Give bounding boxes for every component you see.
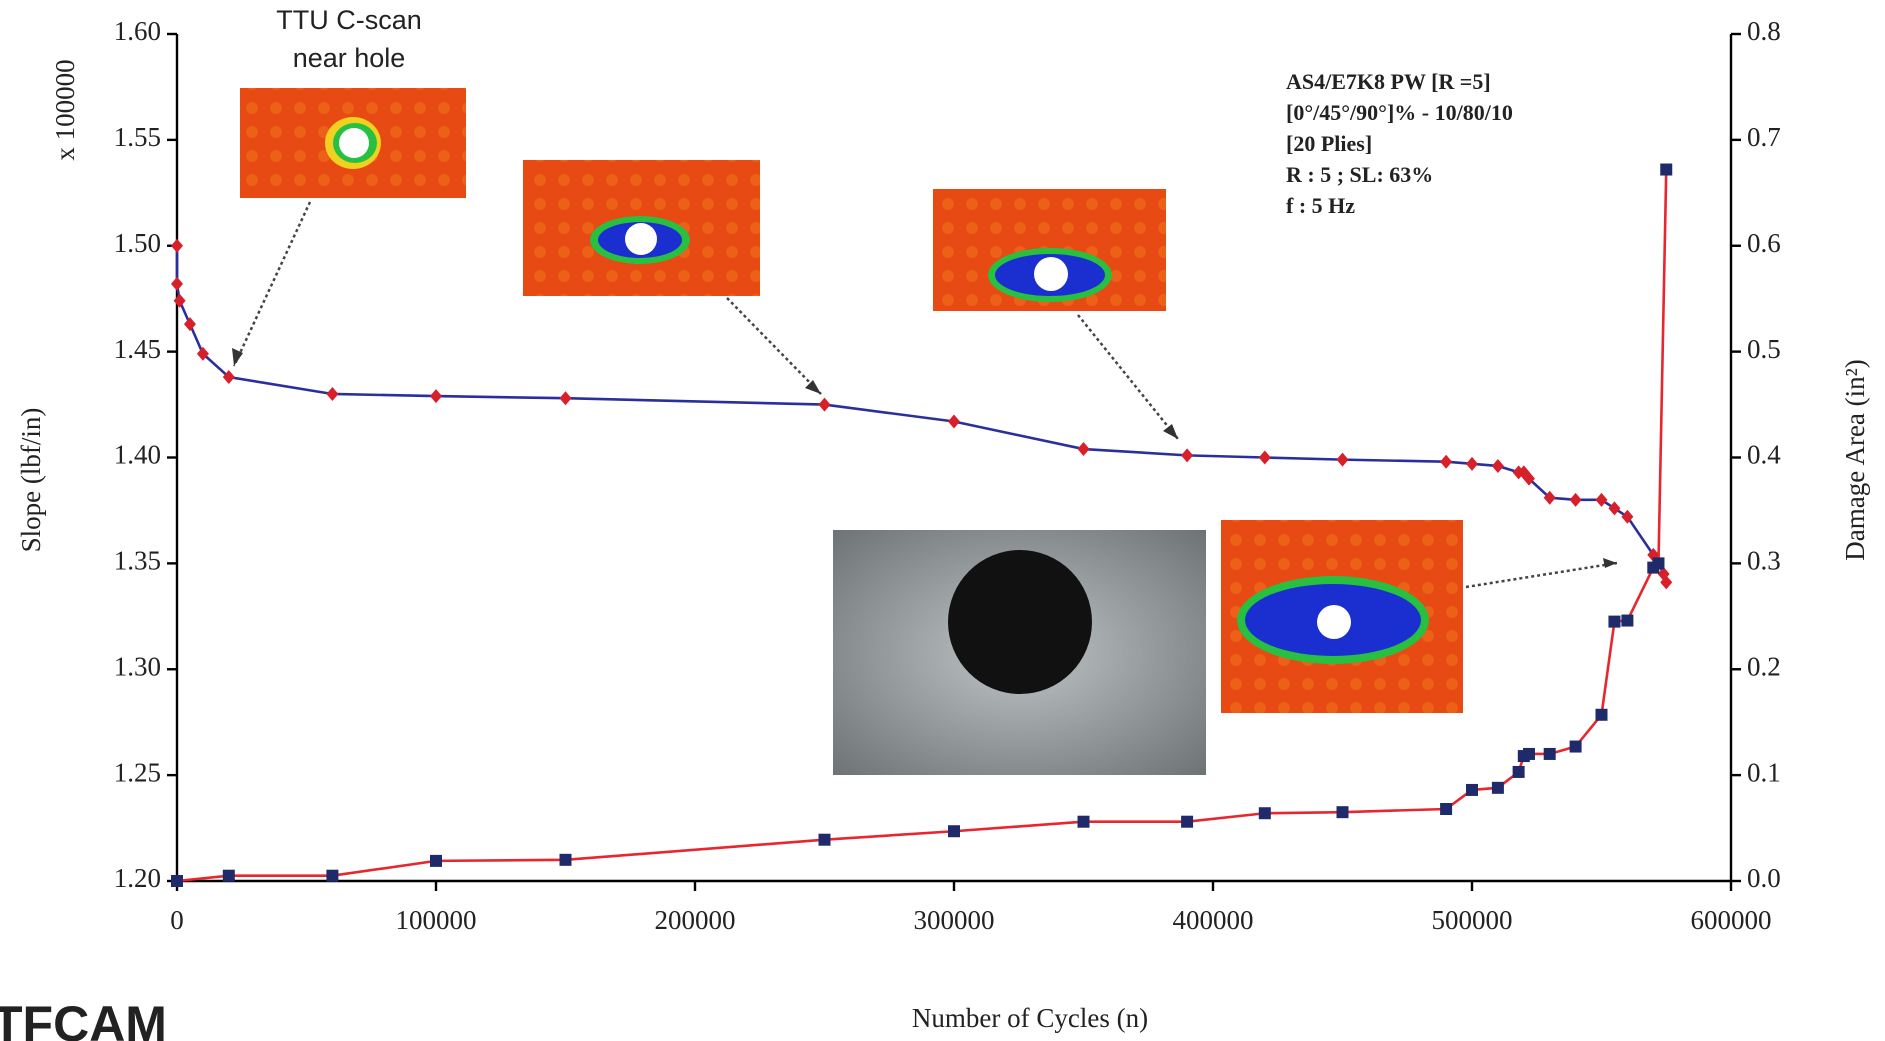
y-tick-label: 1.25 [114, 757, 161, 787]
y-tick-label: 1.35 [114, 546, 161, 576]
marker [1621, 615, 1633, 627]
marker [948, 415, 960, 429]
marker [1570, 741, 1582, 753]
info-line: AS4/E7K8 PW [R =5] [1286, 69, 1491, 94]
y2-tick-label: 0.2 [1747, 651, 1781, 681]
y-tick-label: 1.55 [114, 122, 161, 152]
x-tick-label: 600000 [1691, 905, 1772, 935]
marker [184, 317, 196, 331]
marker [1544, 748, 1556, 760]
y2-tick-label: 0.8 [1747, 16, 1781, 46]
x-axis-label: Number of Cycles (n) [912, 1003, 1148, 1033]
cscan-image [933, 189, 1166, 311]
marker [1652, 557, 1664, 569]
marker [1466, 457, 1478, 471]
marker [1596, 493, 1608, 507]
marker [1660, 164, 1672, 176]
marker [1492, 782, 1504, 794]
cscan-image [1221, 520, 1463, 713]
specimen-photo [833, 530, 1206, 775]
marker [1078, 442, 1090, 456]
marker [326, 870, 338, 882]
y2-tick-label: 0.0 [1747, 863, 1781, 893]
annotation: TTU C-scan [276, 5, 422, 35]
cscan-image [240, 88, 466, 198]
marker [948, 825, 960, 837]
x-tick-label: 300000 [914, 905, 995, 935]
marker [1440, 803, 1452, 815]
marker [1259, 451, 1271, 465]
annotation: near hole [293, 43, 406, 73]
x-tick-label: 500000 [1432, 905, 1513, 935]
y-tick-label: 1.20 [114, 863, 161, 893]
info-line: R : 5 ; SL: 63% [1286, 162, 1433, 187]
y-tick-label: 1.50 [114, 228, 161, 258]
y2-tick-label: 0.6 [1747, 228, 1781, 258]
marker [560, 854, 572, 866]
marker [1078, 816, 1090, 828]
marker [819, 834, 831, 846]
y-tick-label: 1.40 [114, 440, 161, 470]
marker [1513, 766, 1525, 778]
x-tick-label: 400000 [1173, 905, 1254, 935]
info-line: [0°/45°/90°]% - 10/80/10 [1286, 100, 1513, 125]
x-tick-label: 200000 [655, 905, 736, 935]
marker [1466, 784, 1478, 796]
y-tick-label: 1.30 [114, 651, 161, 681]
cscan-image [523, 160, 760, 296]
y2-tick-label: 0.7 [1747, 122, 1781, 152]
chart: TTU C-scan near hole AS4/E7K8 PW [R =5] [… [0, 0, 1885, 1041]
material-info: AS4/E7K8 PW [R =5] [0°/45°/90°]% - 10/80/… [1286, 69, 1513, 218]
marker [1337, 806, 1349, 818]
marker [430, 855, 442, 867]
marker [1596, 709, 1608, 721]
marker [1608, 616, 1620, 628]
x-tick-label: 100000 [396, 905, 477, 935]
y-multiplier: x 100000 [50, 59, 80, 160]
marker [1259, 807, 1271, 819]
y2-tick-label: 0.1 [1747, 757, 1781, 787]
marker [1181, 816, 1193, 828]
marker [1570, 493, 1582, 507]
marker [1440, 455, 1452, 469]
y-axis-label: Slope (lbf/in) [16, 408, 46, 553]
marker [560, 391, 572, 405]
marker [1523, 748, 1535, 760]
marker [819, 398, 831, 412]
marker [326, 387, 338, 401]
marker [430, 389, 442, 403]
y2-axis-label: Damage Area (in²) [1840, 359, 1870, 561]
marker [1608, 501, 1620, 515]
y-tick-label: 1.60 [114, 16, 161, 46]
logo: TFCAM [0, 996, 167, 1041]
y2-tick-label: 0.3 [1747, 546, 1781, 576]
y2-tick-label: 0.4 [1747, 440, 1781, 470]
marker [223, 870, 235, 882]
y2-tick-label: 0.5 [1747, 334, 1781, 364]
marker [171, 239, 183, 253]
info-line: [20 Plies] [1286, 131, 1372, 156]
info-line: f : 5 Hz [1286, 193, 1355, 218]
marker [171, 277, 183, 291]
marker [1337, 453, 1349, 467]
marker [1492, 459, 1504, 473]
marker [171, 875, 183, 887]
y-tick-label: 1.45 [114, 334, 161, 364]
x-tick-label: 0 [170, 905, 184, 935]
marker [1181, 448, 1193, 462]
marker [174, 294, 186, 308]
